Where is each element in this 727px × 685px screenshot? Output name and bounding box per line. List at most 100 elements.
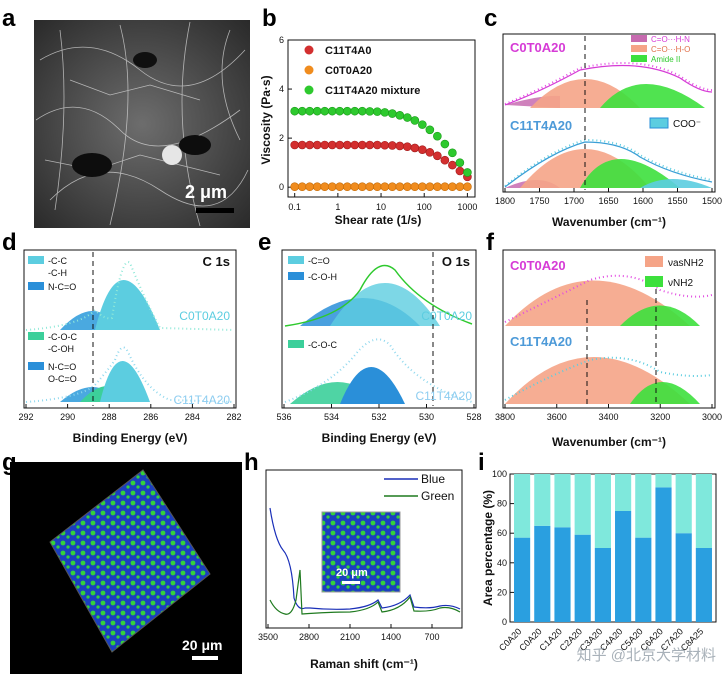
sample-label-f-top: C0T0A20: [510, 258, 566, 273]
xlabel-d: Binding Energy (eV): [73, 431, 188, 445]
curve-d-top: [25, 261, 235, 331]
legend-d-0: -C-C: [48, 256, 67, 266]
bar-upper-i: [514, 474, 531, 538]
y-tick-label-i: 20: [497, 587, 507, 597]
sem-particle: [162, 145, 182, 165]
data-point-b: [372, 182, 382, 191]
x-tick-label-c: 1500: [702, 196, 722, 206]
x-tick-label-h: 700: [424, 632, 439, 642]
bars-i: C0A20C0A20C1A20C2A20C3A20C4A20C5A20C6A20…: [497, 474, 712, 653]
bar-lower-i: [594, 548, 611, 622]
data-point-b: [297, 182, 307, 191]
x-tick-label-c: 1600: [633, 196, 653, 206]
x-tick-label-d: 282: [226, 412, 241, 422]
data-point-b: [418, 182, 427, 191]
data-point-b: [365, 182, 375, 191]
sample-label-d-top: C0T0A20: [179, 309, 230, 323]
legend-d-3: -C-O-C: [48, 332, 77, 342]
data-point-b: [455, 166, 465, 176]
scale-bar-g: [192, 656, 218, 660]
x-tick-label-b: 1: [335, 202, 340, 212]
bar-upper-i: [594, 474, 611, 548]
scale-text-h: 20 μm: [336, 567, 368, 579]
plot-frame-b: [287, 39, 476, 198]
legend-c-1: C=O···H-O: [651, 45, 690, 54]
peak-d-cc-bottom: [100, 361, 150, 402]
data-point-b: [365, 140, 375, 150]
sem-pore: [133, 52, 157, 68]
panel-label-h: h: [244, 449, 259, 476]
data-point-b: [327, 106, 337, 116]
data-point-b: [305, 182, 315, 191]
legend-b: C11T4A0 C0T0A20 C11T4A20 mixture: [304, 45, 420, 97]
x-tick-label-e: 534: [324, 412, 339, 422]
data-point-b: [418, 120, 427, 129]
peak-f-sym-bottom: [630, 382, 700, 404]
bar-lower-i: [514, 537, 531, 622]
panel-label-e: e: [258, 229, 271, 256]
xlabel-c: Wavenumber (cm⁻¹): [552, 215, 666, 229]
data-point-b: [372, 107, 382, 116]
data-point-b: [448, 182, 457, 191]
data-point-b: [433, 182, 442, 191]
data-point-b: [410, 143, 420, 153]
curve-f-bottom: [504, 356, 713, 401]
curve-d-bottom: [25, 346, 235, 403]
bar-upper-i: [655, 474, 672, 488]
panel-label-d: d: [2, 229, 17, 256]
data-point-b: [388, 109, 397, 118]
data-point-b: [425, 125, 435, 135]
legend-swatch: [631, 55, 647, 62]
sample-label-d-bottom: C11T4A20: [174, 393, 231, 407]
data-point-b: [372, 140, 382, 150]
sem-pore: [179, 135, 211, 155]
data-point-b: [380, 182, 390, 191]
legend-e-2: -C-O-C: [308, 340, 337, 350]
bar-upper-i: [695, 474, 712, 548]
peak-c-coo-bottom: [640, 179, 712, 188]
y-tick-label-i: 40: [497, 558, 507, 568]
data-point-b: [440, 155, 450, 165]
x-tick-label-h: 2100: [340, 632, 360, 642]
data-point-b: [342, 182, 352, 191]
panel-label-i: i: [478, 449, 485, 476]
plot-frame-d: [23, 249, 237, 409]
x-tick-label-b: 1000: [457, 202, 477, 212]
data-point-b: [380, 140, 390, 150]
y-tick-label-i: 100: [492, 469, 507, 479]
data-point-b: [403, 182, 412, 191]
legend-swatch: [649, 117, 669, 129]
data-point-b: [290, 140, 299, 150]
peak-e-coh-bottom: [340, 367, 405, 404]
legend-d-1: -C-H: [48, 268, 67, 278]
y-tick-label-b: 2: [279, 133, 284, 143]
x-tick-label-b: 10: [376, 202, 386, 212]
bar-lower-i: [574, 534, 591, 622]
curve-h-green: [269, 569, 461, 615]
legend-f-1: νNH2: [668, 278, 693, 289]
data-point-b: [335, 182, 345, 191]
x-tick-label-h: 3500: [258, 632, 278, 642]
data-point-b: [342, 106, 352, 116]
x-tick-label-b: 100: [417, 202, 432, 212]
legend-swatch: [28, 362, 44, 370]
bar-upper-i: [534, 474, 551, 526]
data-point-b: [395, 182, 405, 191]
sample-label-c-top: C0T0A20: [510, 40, 566, 55]
data-point-b: [320, 182, 330, 191]
data-point-b: [312, 182, 322, 191]
data-point-b: [327, 182, 337, 191]
xlabel-e: Binding Energy (eV): [322, 431, 437, 445]
axis-i: 0 20 40 60 80 100: [492, 469, 514, 627]
data-point-b: [410, 182, 420, 191]
legend-d-4: -C-OH: [48, 344, 74, 354]
scale-bar-a: [196, 208, 234, 213]
axis-c: 1800 1750 1700 1650 1600 1550 1500: [495, 188, 722, 206]
confocal-volume: [49, 469, 211, 653]
bar-lower-i: [675, 533, 692, 622]
fit-c-top: [504, 64, 713, 106]
panel-e: e O 1s C0T0A20 C11T4A20 -C=O -C-O-H -C-O…: [258, 229, 482, 445]
fit-c-bottom: [504, 141, 713, 188]
data-point-b: [350, 106, 360, 116]
bar-lower-i: [695, 548, 712, 622]
